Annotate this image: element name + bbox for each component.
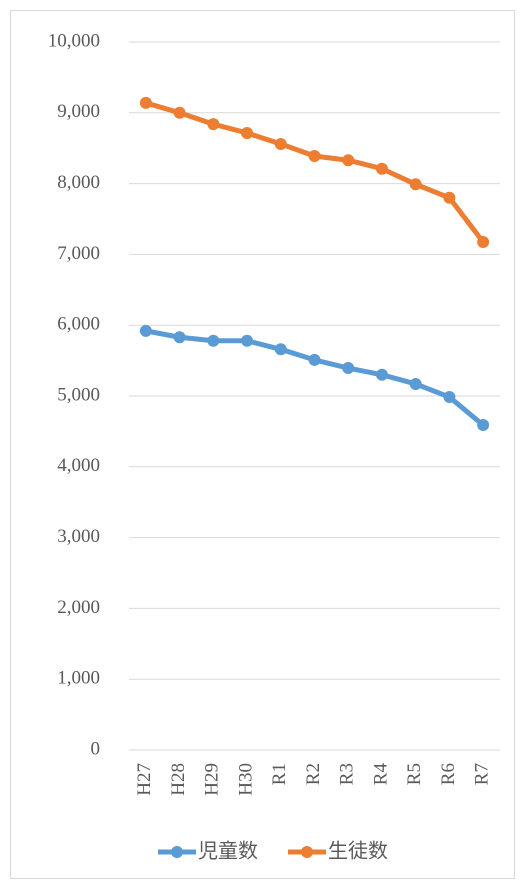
- data-point: [375, 368, 388, 381]
- data-point: [207, 118, 220, 131]
- y-tick-label: 1,000: [57, 668, 100, 689]
- data-point: [443, 191, 456, 204]
- x-tick-label: R1: [269, 763, 290, 785]
- x-tick-label: R5: [404, 763, 425, 785]
- x-tick-label: H28: [168, 763, 189, 796]
- y-tick-label: 10,000: [48, 30, 100, 51]
- legend-label: 生徒数: [328, 839, 388, 863]
- x-tick-label: R3: [337, 763, 358, 785]
- x-tick-label: R4: [370, 763, 391, 786]
- data-point: [477, 419, 490, 432]
- legend-marker: [171, 846, 183, 858]
- data-point: [139, 96, 152, 109]
- x-tick-label: H29: [202, 763, 223, 796]
- x-tick-label: R2: [303, 763, 324, 785]
- data-point: [173, 331, 186, 344]
- y-tick-label: 9,000: [57, 101, 100, 122]
- data-point: [342, 362, 355, 375]
- chart-border: [10, 10, 515, 879]
- y-tick-label: 8,000: [57, 172, 100, 193]
- data-point: [241, 126, 254, 139]
- data-point: [308, 353, 321, 366]
- data-point: [274, 343, 287, 356]
- data-point: [477, 236, 490, 249]
- data-point: [375, 162, 388, 175]
- data-point: [274, 137, 287, 150]
- data-point: [409, 178, 422, 191]
- x-tick-label: H27: [134, 763, 155, 796]
- x-tick-label: R7: [471, 763, 492, 785]
- y-tick-label: 0: [91, 738, 101, 759]
- y-tick-label: 2,000: [57, 597, 100, 618]
- data-point: [308, 149, 321, 162]
- data-point: [207, 334, 220, 347]
- data-point: [443, 391, 456, 404]
- data-point: [342, 154, 355, 167]
- y-tick-label: 3,000: [57, 526, 100, 547]
- y-tick-label: 6,000: [57, 314, 100, 335]
- data-point: [139, 324, 152, 337]
- legend-marker: [301, 846, 313, 858]
- legend-label: 児童数: [198, 839, 258, 863]
- y-tick-label: 4,000: [57, 455, 100, 476]
- y-tick-label: 5,000: [57, 384, 100, 405]
- x-tick-label: R6: [438, 763, 459, 785]
- data-point: [241, 334, 254, 347]
- y-tick-label: 7,000: [57, 243, 100, 264]
- data-point: [409, 377, 422, 390]
- data-point: [173, 106, 186, 119]
- x-tick-label: H30: [235, 763, 256, 796]
